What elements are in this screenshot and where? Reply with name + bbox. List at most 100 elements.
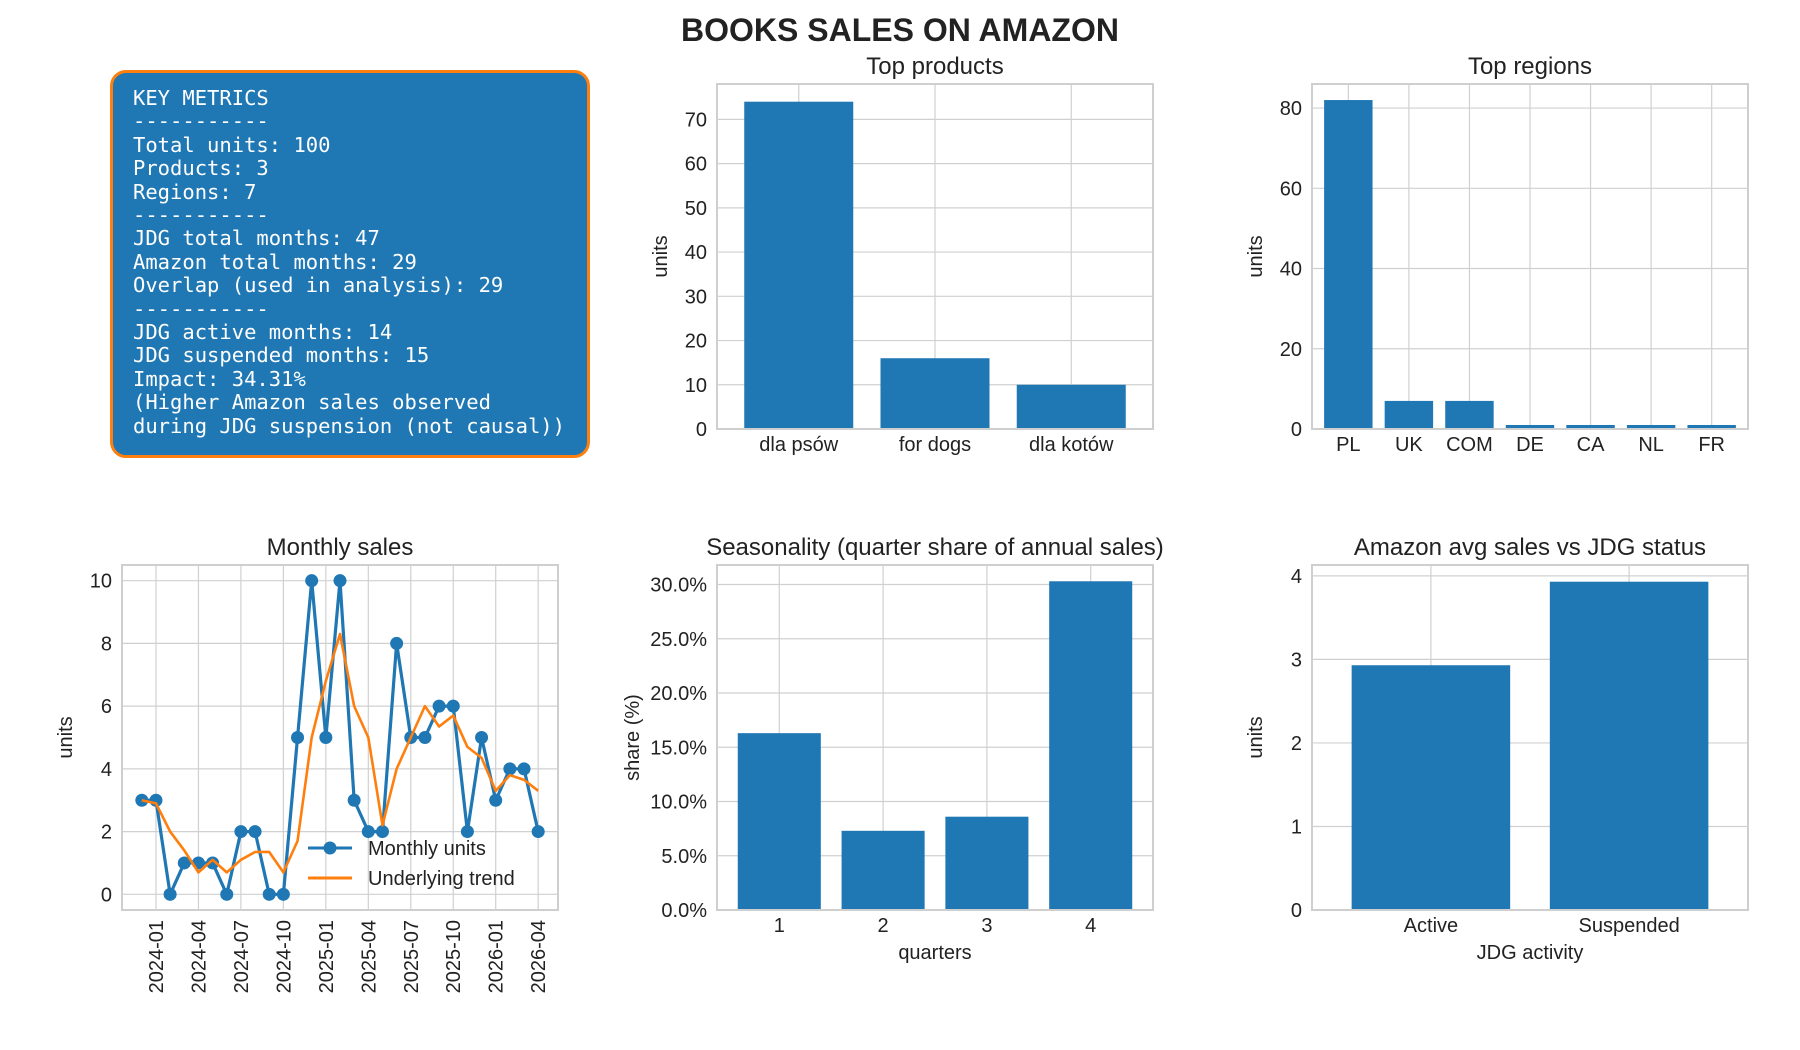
y-tick-label: 8 — [101, 633, 112, 655]
data-point — [489, 793, 503, 807]
bar-dla kotów — [1016, 384, 1126, 429]
data-point — [177, 856, 191, 870]
plot-frame — [121, 564, 559, 911]
bar-CA — [1566, 424, 1615, 429]
data-point — [375, 825, 389, 839]
data-point — [234, 825, 248, 839]
data-point — [206, 856, 220, 870]
y-tick-label: 40 — [685, 242, 707, 264]
y-tick-label: 3 — [1291, 649, 1302, 671]
x-tick-label: dla psów — [759, 434, 838, 456]
y-axis-label: units — [55, 716, 77, 758]
data-point — [333, 574, 347, 588]
y-tick-label: 50 — [685, 198, 707, 220]
y-tick-label: 30 — [685, 286, 707, 308]
x-tick-label: 2026-04 — [528, 920, 550, 993]
y-tick-label: 2 — [1291, 733, 1302, 755]
bar-dla psów — [744, 101, 854, 429]
y-tick-label: 70 — [685, 109, 707, 131]
x-tick-label: PL — [1336, 434, 1360, 456]
y-tick-label: 6 — [101, 696, 112, 718]
plot-frame — [1311, 564, 1749, 911]
y-tick-label: 20 — [1280, 339, 1302, 361]
x-tick-label: 2025-04 — [358, 920, 380, 993]
x-tick-label: dla kotów — [1029, 434, 1114, 456]
chart-title: Monthly sales — [267, 534, 414, 561]
x-tick-label: 2025-07 — [401, 920, 423, 993]
bar-1 — [737, 733, 821, 910]
chart-seasonality: 0.0% 5.0% 10.0% 15.0% 20.0% 25.0% 30.0% 1 2 3 4 Sea… — [622, 534, 1164, 964]
x-axis-label: JDG activity — [1477, 942, 1584, 964]
y-tick-label: 60 — [685, 154, 707, 176]
data-point — [531, 825, 545, 839]
data-point — [503, 762, 517, 776]
plot-frame — [716, 564, 1154, 911]
y-axis-label: units — [1245, 716, 1267, 758]
x-tick-label: 2025-10 — [443, 920, 465, 993]
data-point — [262, 887, 276, 901]
y-tick-label: 40 — [1280, 259, 1302, 281]
data-point — [305, 574, 319, 588]
data-point — [361, 825, 375, 839]
x-tick-label: 2024-01 — [146, 920, 168, 993]
bar-UK — [1384, 400, 1434, 429]
y-tick-label: 10 — [90, 571, 112, 593]
data-point — [347, 793, 361, 807]
y-tick-label: 80 — [1280, 98, 1302, 120]
chart-title: Top products — [866, 53, 1003, 80]
x-axis-label: quarters — [898, 942, 971, 964]
plot-frame — [1311, 83, 1749, 430]
x-tick-label: NL — [1638, 434, 1664, 456]
bar-COM — [1445, 400, 1494, 429]
y-tick-label: 10 — [685, 375, 707, 397]
bar-Active — [1351, 665, 1511, 910]
data-point — [163, 887, 177, 901]
bar-PL — [1324, 100, 1373, 429]
data-point — [390, 636, 404, 650]
y-tick-label: 2 — [101, 822, 112, 844]
data-point — [220, 887, 234, 901]
data-point — [475, 731, 489, 744]
x-tick-label: 2024-10 — [273, 920, 295, 993]
y-tick-label: 25.0% — [650, 629, 707, 651]
chart-top_regions: 0 20 40 60 80 PL UK COM DE CA NL FR Top regions units — [1245, 53, 1749, 456]
x-tick-label: Suspended — [1578, 915, 1679, 937]
x-tick-label: DE — [1516, 434, 1544, 456]
x-tick-label: 2025-01 — [316, 920, 338, 993]
legend-label: Monthly units — [368, 838, 486, 860]
chart-title: Top regions — [1468, 53, 1592, 80]
x-tick-label: 3 — [981, 915, 992, 937]
x-tick-label: COM — [1446, 434, 1493, 456]
bar-2 — [841, 830, 925, 910]
y-tick-label: 0 — [1291, 900, 1302, 922]
data-point — [446, 699, 460, 713]
y-tick-label: 1 — [1291, 816, 1302, 838]
x-tick-label: FR — [1698, 434, 1725, 456]
bar-NL — [1626, 424, 1676, 429]
data-point — [248, 825, 262, 839]
x-tick-label: UK — [1395, 434, 1423, 456]
y-tick-label: 0 — [1291, 419, 1302, 441]
y-tick-label: 20 — [685, 331, 707, 353]
bar-3 — [945, 816, 1029, 910]
y-tick-label: 60 — [1280, 178, 1302, 200]
y-tick-label: 4 — [1291, 566, 1302, 588]
chart-top_products: 0 10 20 30 40 50 60 70 dla psów for dogs dla kotów… — [650, 53, 1154, 456]
chart-title: Seasonality (quarter share of annual sal… — [706, 534, 1164, 561]
key-metrics-panel: KEY METRICS ----------- Total units: 100… — [110, 70, 590, 458]
dashboard-title: BOOKS SALES ON AMAZON — [681, 12, 1119, 48]
y-tick-label: 4 — [101, 759, 112, 781]
y-tick-label: 0 — [101, 884, 112, 906]
y-axis-label: units — [650, 235, 672, 277]
y-tick-label: 20.0% — [650, 683, 707, 705]
y-tick-label: 5.0% — [661, 846, 707, 868]
chart-monthly_sales: 0 2 4 6 8 10 2024-01 2024-04 2024-07 2024-10 2025-… — [55, 534, 559, 993]
y-tick-label: 0 — [696, 419, 707, 441]
data-point — [517, 762, 531, 776]
x-tick-label: for dogs — [899, 434, 971, 456]
bar-Suspended — [1549, 581, 1709, 910]
data-point — [418, 731, 432, 744]
bar-for dogs — [880, 358, 990, 429]
legend: Monthly units Underlying trend — [308, 838, 515, 890]
